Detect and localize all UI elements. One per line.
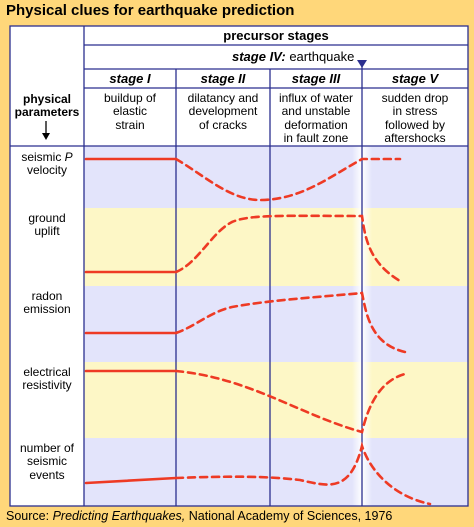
parameters-column (10, 146, 84, 506)
curve-p-velocity-dashed (174, 157, 402, 202)
param-ground-uplift: ground uplift (28, 211, 66, 239)
source-note: Source: Predicting Earthquakes, National… (6, 509, 393, 523)
curve-resistivity-dashed (174, 369, 407, 434)
grid-lines (9, 25, 469, 507)
row-band-radon (84, 286, 468, 362)
stage-ii-description: dilatancy and development of cracks (187, 91, 259, 132)
curve-radon-dashed (174, 291, 407, 354)
physical-parameters-header: physical parameters (14, 92, 80, 120)
param-electrical-resistivity: electrical resistivity (22, 365, 72, 393)
row-band-resistivity (84, 362, 468, 438)
stage-iv-label: stage IV: earthquake (232, 49, 355, 65)
row-band-ground-uplift (84, 208, 468, 286)
precursor-stages-label: precursor stages (223, 28, 329, 43)
row-band-seismic-events (84, 438, 468, 506)
stage-v-header: stage V (391, 71, 439, 86)
param-seismic-events: number of seismic events (19, 441, 75, 482)
curve-seismic-dashed (174, 441, 432, 506)
stage-i-description: buildup of elastic strain (103, 91, 157, 132)
stage-iii-description: influx of water and unstable deformation in… (278, 91, 354, 146)
stage-iv-text: earthquake (285, 49, 355, 64)
curve-seismic-solid (84, 476, 178, 485)
stage-iv-prefix: stage IV: (232, 49, 286, 64)
param-radon-emission: radon emission (23, 289, 71, 317)
stage-iii-header: stage III (291, 71, 341, 86)
earthquake-arrow (357, 60, 367, 68)
header-panel (10, 26, 468, 146)
curves (84, 157, 432, 506)
down-arrow-icon (42, 121, 50, 140)
stage-ii-header: stage II (200, 71, 246, 86)
figure-title: Physical clues for earthquake prediction (6, 2, 295, 19)
stage-v-description: sudden drop in stress followed by aftershoc… (381, 91, 449, 146)
stage-i-header: stage I (109, 71, 151, 86)
curve-uplift-dashed (174, 214, 402, 283)
